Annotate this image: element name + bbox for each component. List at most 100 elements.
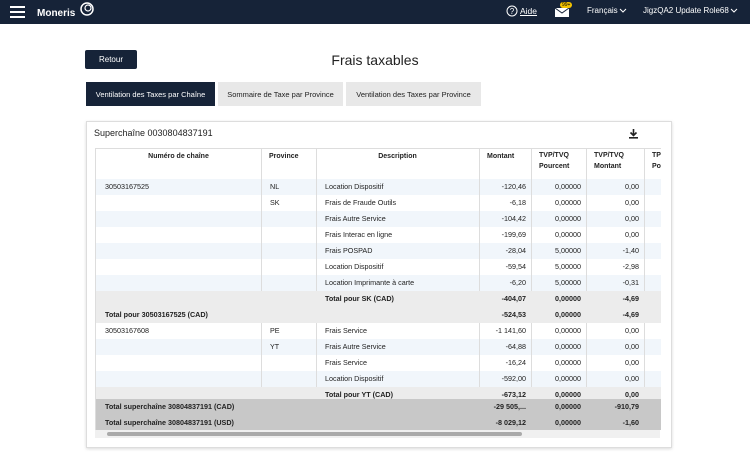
cell-border: [586, 339, 587, 355]
cell: 0,00000: [555, 198, 581, 207]
cell: -6,20: [509, 278, 526, 287]
cell: -673,12: [501, 390, 526, 399]
help-link[interactable]: Aide: [520, 6, 538, 16]
column-header: TP: [652, 152, 661, 159]
cell-border: [644, 339, 645, 355]
column-header: Montant: [487, 153, 515, 160]
back-button[interactable]: Retour: [85, 50, 137, 69]
cell-border: [531, 323, 532, 339]
cell-border: [479, 371, 480, 387]
cell-border: [316, 179, 317, 195]
cell-border: [261, 195, 262, 211]
scrollbar[interactable]: [95, 430, 660, 438]
tab[interactable]: Sommaire de Taxe par Province: [218, 82, 343, 106]
cell: -29 505,...: [493, 402, 526, 411]
cell: 0,00000: [555, 214, 581, 223]
cell: 0,00000: [555, 402, 581, 411]
cell-border: [586, 275, 587, 291]
cell-border: [644, 195, 645, 211]
column-border: [644, 148, 645, 179]
cell: 30503167608: [105, 326, 149, 335]
language-select[interactable]: Français: [587, 6, 618, 15]
help-icon[interactable]: ?: [506, 5, 518, 17]
message-icon[interactable]: [555, 6, 571, 18]
cell: Frais Service: [325, 358, 367, 367]
cell: Location Dispositif: [325, 374, 384, 383]
cell-border: [644, 227, 645, 243]
cell-border: [261, 355, 262, 371]
cell-border: [531, 195, 532, 211]
column-header: TVP/TVQ: [594, 152, 624, 159]
cell: -64,88: [505, 342, 526, 351]
column-border: [586, 148, 587, 179]
cell: 0,00000: [555, 182, 581, 191]
logo-swirl: [80, 2, 94, 16]
cell: 0,00000: [555, 374, 581, 383]
tab[interactable]: Ventilation des Taxes par Chaîne: [86, 82, 215, 106]
cell: Location Imprimante à carte: [325, 278, 415, 287]
cell-border: [586, 227, 587, 243]
cell: -6,18: [509, 198, 526, 207]
cell: -404,07: [501, 294, 526, 303]
cell-border: [316, 323, 317, 339]
cell: 0,00: [625, 326, 639, 335]
grand-row: Total superchaîne 30804837191 (CAD) -29 5…: [96, 399, 661, 416]
cell: SK: [270, 198, 280, 207]
cell: -0,31: [622, 278, 639, 287]
user-menu[interactable]: JigzQA2 Update Role68: [643, 6, 729, 15]
cell-border: [644, 275, 645, 291]
column-header: Montant: [594, 163, 622, 170]
cell: Frais Service: [325, 326, 367, 335]
cell: Location Dispositif: [325, 182, 384, 191]
top-nav: Moneris ? Aide 99+ Français JigzQA2 Upda…: [0, 0, 750, 24]
cell-border: [261, 323, 262, 339]
cell-border: [479, 211, 480, 227]
cell: 0,00: [625, 182, 639, 191]
cell: -4,69: [622, 310, 639, 319]
column-border: [531, 148, 532, 179]
subtotal-row: Total pour SK (CAD) -404,07 0,00000 -4,69: [96, 291, 661, 308]
cell: 0,00: [625, 230, 639, 239]
cell-border: [316, 275, 317, 291]
cell-border: [479, 339, 480, 355]
cell-border: [479, 275, 480, 291]
cell-border: [479, 227, 480, 243]
detail-row: Frais Service -16,24 0,00000 0,00: [96, 355, 661, 372]
cell-border: [316, 243, 317, 259]
badge: 99+: [560, 2, 573, 8]
cell: PE: [270, 326, 280, 335]
cell: -1,40: [622, 246, 639, 255]
cell: -592,00: [501, 374, 526, 383]
brand[interactable]: Moneris: [37, 8, 76, 19]
cell: -16,24: [505, 358, 526, 367]
grand-row: Total superchaîne 30804837191 (USD) -8 02…: [96, 415, 661, 430]
cell: 0,00000: [555, 390, 581, 399]
cell: -1 141,60: [495, 326, 526, 335]
cell-border: [586, 243, 587, 259]
scroll-thumb[interactable]: [107, 432, 522, 436]
download-icon[interactable]: [628, 128, 639, 139]
cell: 0,00: [625, 342, 639, 351]
card-title: Superchaîne 0030804837191: [94, 128, 213, 138]
detail-row: Location Dispositif -592,00 0,00000 0,00: [96, 371, 661, 388]
detail-row: Location Dispositif -59,54 5,00000 -2,98: [96, 259, 661, 276]
cell-border: [261, 371, 262, 387]
cell-border: [479, 179, 480, 195]
cell-border: [479, 323, 480, 339]
cell-border: [261, 339, 262, 355]
cell-border: [316, 371, 317, 387]
cell-border: [479, 243, 480, 259]
cell: Frais Interac en ligne: [325, 230, 393, 239]
menu-icon[interactable]: [10, 4, 26, 20]
cell-border: [261, 275, 262, 291]
cell: 0,00: [625, 198, 639, 207]
tab[interactable]: Ventilation des Taxes par Province: [346, 82, 481, 106]
cell: -28,04: [505, 246, 526, 255]
cell-border: [531, 179, 532, 195]
cell-border: [644, 355, 645, 371]
cell: Frais de Fraude Outils: [325, 198, 397, 207]
column-header: Description: [378, 153, 417, 160]
cell-border: [644, 179, 645, 195]
cell: -120,46: [501, 182, 526, 191]
cell: Frais Autre Service: [325, 342, 386, 351]
